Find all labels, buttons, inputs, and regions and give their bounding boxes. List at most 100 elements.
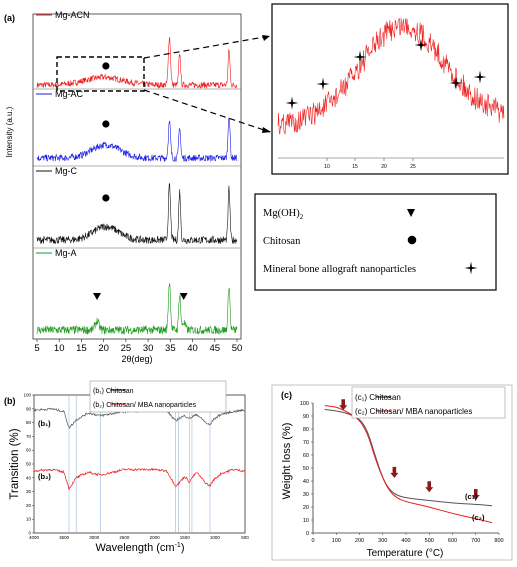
inset-plot: 10 15 20 25: [271, 3, 509, 175]
curve-label-c1: (c₁): [465, 492, 478, 501]
panel-c-ylabel: Weight loss (%): [281, 423, 293, 500]
ytick-label: 10: [26, 517, 32, 522]
panel-a-label: (a): [4, 13, 15, 23]
mgoh2-marker: [179, 293, 188, 300]
ytick-label: 20: [26, 503, 32, 508]
xtick-label: 3000: [89, 535, 100, 540]
xtick-label: 1500: [180, 535, 191, 540]
ytick-label: 90: [26, 406, 32, 411]
legend-chitosan-label: Chitosan: [263, 236, 301, 247]
xrd-trace-mg-a: [36, 283, 238, 335]
panel-b-legend-1: (b₁) Chitosan: [93, 388, 134, 395]
xtick-label: 800: [494, 538, 503, 544]
ytick-label: 90: [303, 414, 309, 420]
panel-c-xlabel: Temperature (°C): [367, 548, 444, 559]
panel-c-legend-box: [351, 386, 506, 419]
panel-b-label: (b): [4, 396, 16, 406]
zoom-connector-bottom: [143, 89, 271, 133]
xtick-label: 2500: [119, 535, 130, 540]
ytick-label: 20: [303, 505, 309, 511]
panel-c-label: (c): [281, 390, 292, 400]
down-arrow-icon: [471, 489, 480, 500]
ytick-label: 50: [26, 462, 32, 467]
star-marker: [473, 70, 487, 84]
ytick-label: 0: [28, 531, 31, 536]
panel-c-plot: 0 10 20 30 40 50 60 70 80 90 100 0 100 200 300 400 500 60…: [281, 386, 506, 559]
xtick-label: 15: [76, 343, 87, 354]
zoom-rectangle: [56, 56, 145, 92]
inset-tick-label: 15: [352, 164, 358, 170]
inset-trace-line: [277, 17, 505, 135]
xtick-label: 5: [34, 343, 39, 354]
xtick-label: 500: [241, 535, 249, 540]
zoom-connector-top: [143, 35, 271, 59]
panel-b-legend-2: (b₂) Chitosan/ MBA nanoparticles: [93, 402, 197, 409]
xtick-label: 0: [311, 538, 314, 544]
zoom-arrowhead-bottom: [262, 127, 271, 133]
ytick-label: 40: [303, 479, 309, 485]
panel-c-legend-2: (c₂) Chitosan/ MBA nanoparticles: [355, 407, 472, 416]
inset-tick-label: 10: [324, 164, 330, 170]
panel-a-ylabel: Intensity (a.u.): [5, 106, 14, 157]
legend-label-mg-ac: Mg-AC: [55, 89, 84, 99]
xtick-label: 30: [143, 343, 154, 354]
xtick-label: 100: [332, 538, 341, 544]
ytick-label: 80: [26, 420, 32, 425]
xtick-label: 50: [232, 343, 243, 354]
xtick-label: 300: [378, 538, 387, 544]
legend-mgoh2-label: Mg(OH)2: [263, 208, 304, 221]
panel-b-ylabel: Transition (%): [9, 428, 21, 499]
xrd-trace-mg-c: [36, 182, 238, 245]
xtick-label: 10: [54, 343, 65, 354]
panel-c-legend-1: (c₁) Chitosan: [355, 393, 401, 402]
xrd-trace-mg-ac: [36, 117, 238, 163]
panel-b-xlabel: Wavelength (cm-1): [96, 542, 185, 554]
legend-mba-label: Mineral bone allograft nanoparticles: [263, 264, 416, 275]
ytick-label: 80: [303, 427, 309, 433]
ytick-label: 100: [300, 401, 309, 407]
ytick-label: 60: [303, 453, 309, 459]
chitosan-marker: [102, 194, 110, 202]
star-marker: [449, 76, 463, 90]
panel-b-legend-box: [89, 380, 227, 413]
chitosan-marker: [102, 120, 110, 128]
legend-label-mg-acn: Mg-ACN: [55, 10, 90, 20]
ytick-label: 50: [303, 466, 309, 472]
panel-a-frame: [32, 13, 242, 340]
inset-tick-label: 20: [381, 164, 387, 170]
star-marker-icon: [464, 261, 478, 275]
ytick-label: 0: [306, 531, 309, 537]
ytick-label: 10: [303, 518, 309, 524]
xtick-label: 500: [425, 538, 434, 544]
xtick-label: 25: [121, 343, 132, 354]
ytick-label: 70: [26, 434, 32, 439]
chitosan-marker: [102, 62, 110, 70]
xtick-label: 40: [187, 343, 198, 354]
legend-label-mg-c: Mg-C: [55, 166, 77, 176]
xtick-label: 400: [401, 538, 410, 544]
star-marker: [353, 50, 367, 64]
marker-legend-box: [254, 193, 497, 291]
panel-c-outer-box: [271, 384, 513, 561]
ytick-label: 60: [26, 448, 32, 453]
triangle-marker-icon: [407, 209, 415, 217]
zoom-arrowhead-top: [262, 35, 270, 41]
xtick-label: 20: [98, 343, 109, 354]
star-marker: [414, 38, 428, 52]
curve-label-b1: (b₁): [38, 419, 51, 428]
xtick-label: 700: [471, 538, 480, 544]
panel-a-xlabel: 2θ(deg): [121, 354, 152, 364]
xtick-label: 35: [165, 343, 176, 354]
ftir-trace-2: [33, 467, 246, 491]
xtick-label: 1000: [210, 535, 221, 540]
down-arrow-icon: [339, 399, 348, 411]
down-arrow-icon: [390, 466, 399, 478]
tga-trace-2: [324, 405, 493, 524]
xtick-label: 4000: [29, 535, 40, 540]
xtick-label: 45: [209, 343, 220, 354]
xtick-label: 600: [448, 538, 457, 544]
ytick-label: 100: [23, 393, 31, 398]
curve-label-b2: (b₂): [38, 472, 51, 481]
